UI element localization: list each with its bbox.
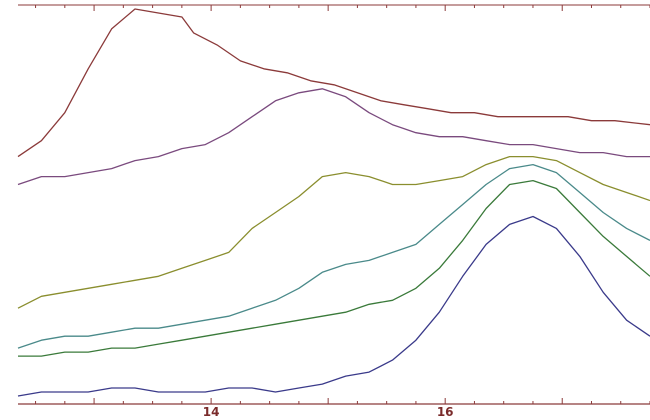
x-tick-label-16: 16 xyxy=(437,405,454,419)
series-line-3 xyxy=(17,155,650,309)
series-line-6 xyxy=(17,215,650,397)
series-line-2 xyxy=(17,88,650,186)
x-tick-labels: 14 16 xyxy=(203,405,454,419)
series-line-5 xyxy=(18,179,650,357)
series-lines xyxy=(17,8,650,397)
x-tick-label-14: 14 xyxy=(203,405,220,419)
x-axis-ticks xyxy=(35,5,650,404)
series-line-4 xyxy=(17,163,650,349)
series-line-1 xyxy=(17,8,650,158)
